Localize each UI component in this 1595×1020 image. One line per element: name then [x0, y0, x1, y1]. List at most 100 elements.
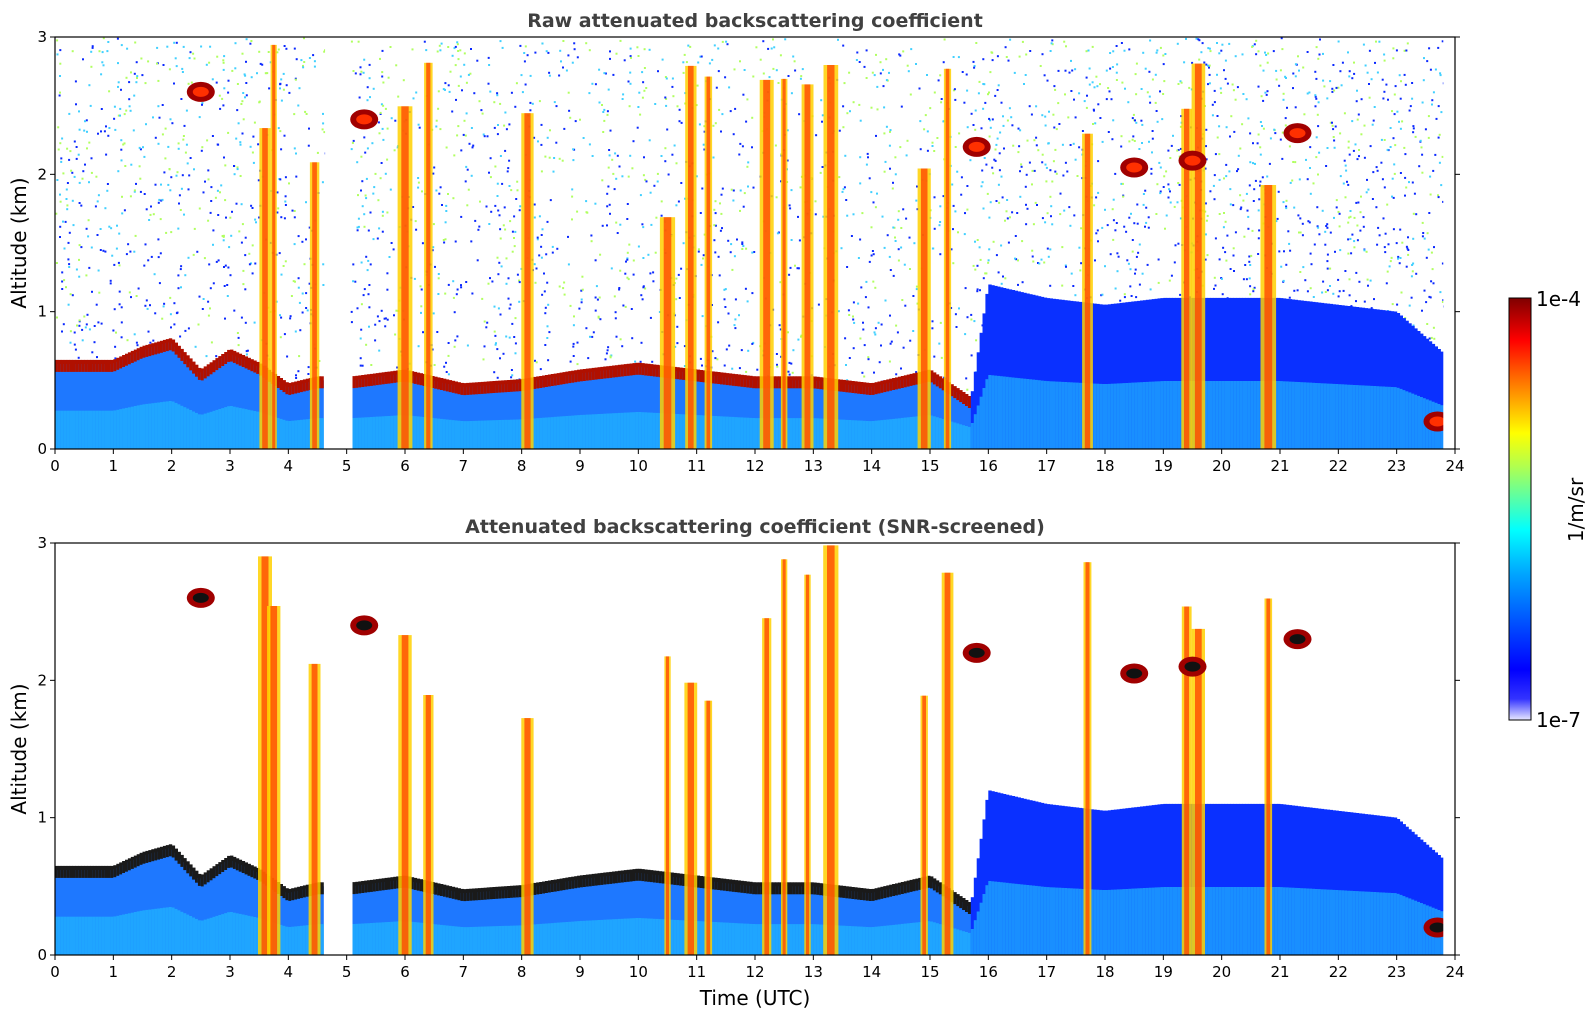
- noise-pixel: [588, 143, 591, 146]
- bl-column: [501, 384, 505, 449]
- noise-pixel: [1035, 144, 1038, 147]
- noise-pixel: [873, 74, 876, 77]
- bl-surface: [1303, 382, 1307, 449]
- bl-surface: [591, 414, 596, 449]
- noise-pixel: [358, 96, 361, 99]
- bl-top-echo: [448, 380, 453, 393]
- noise-pixel: [1375, 40, 1377, 43]
- noise-pixel: [494, 204, 497, 207]
- noise-pixel: [541, 293, 544, 296]
- noise-pixel: [1298, 178, 1301, 181]
- noise-pixel: [623, 59, 626, 62]
- noise-pixel: [974, 128, 977, 131]
- noise-pixel: [149, 304, 151, 307]
- bl-column: [845, 384, 849, 449]
- noise-pixel: [239, 143, 242, 146]
- bl-column: [95, 363, 100, 449]
- bl-surface: [139, 910, 143, 955]
- noise-pixel: [842, 126, 845, 129]
- noise-pixel: [556, 247, 559, 250]
- noise-pixel: [822, 215, 825, 218]
- noise-pixel: [445, 146, 448, 149]
- bl-surface: [370, 923, 374, 955]
- bl-column: [574, 374, 578, 449]
- noise-pixel: [576, 363, 579, 366]
- noise-pixel: [1331, 121, 1333, 124]
- noise-pixel: [544, 155, 547, 158]
- noise-pixel: [350, 40, 353, 43]
- noise-pixel: [974, 268, 977, 271]
- noise-pixel: [297, 104, 300, 107]
- bl-column: [107, 363, 111, 449]
- noise-pixel: [437, 277, 440, 280]
- noise-pixel: [656, 180, 659, 183]
- bl-top-echo: [454, 381, 458, 394]
- bl-column: [816, 380, 820, 449]
- bl-column: [702, 374, 706, 449]
- noise-pixel: [590, 234, 593, 237]
- bl-column: [1140, 300, 1144, 449]
- noise-pixel: [1359, 211, 1362, 214]
- bl-column: [1344, 305, 1348, 449]
- noise-pixel: [59, 142, 62, 145]
- noise-pixel: [1421, 221, 1424, 224]
- noise-pixel: [280, 99, 283, 102]
- noise-pixel: [790, 189, 793, 192]
- noise-pixel: [483, 345, 486, 348]
- noise-pixel: [1391, 177, 1394, 180]
- noise-pixel: [736, 238, 738, 241]
- noise-pixel: [1247, 215, 1250, 218]
- noise-pixel: [280, 148, 283, 151]
- noise-pixel: [1064, 264, 1067, 267]
- bl-top-echo: [247, 863, 251, 876]
- noise-pixel: [380, 103, 383, 106]
- x-tick-label: 1: [109, 457, 119, 475]
- noise-pixel: [535, 361, 538, 364]
- bl-top-echo: [431, 376, 435, 388]
- noise-pixel: [975, 42, 978, 44]
- noise-pixel: [883, 132, 886, 135]
- noise-pixel: [714, 251, 717, 254]
- noise-pixel: [534, 51, 537, 54]
- noise-pixel: [1265, 54, 1268, 56]
- noise-pixel: [505, 282, 508, 285]
- noise-pixel: [745, 370, 748, 373]
- noise-pixel: [1318, 53, 1321, 56]
- noise-pixel: [857, 302, 860, 305]
- noise-pixel: [456, 335, 459, 338]
- bl-surface: [959, 424, 963, 449]
- bl-top-echo: [352, 882, 356, 895]
- bl-surface: [416, 416, 421, 449]
- noise-pixel: [774, 144, 777, 147]
- bl-surface: [536, 924, 540, 955]
- bl-top-echo: [518, 379, 523, 392]
- noise-pixel: [488, 223, 491, 225]
- noise-pixel: [1306, 178, 1309, 181]
- noise-pixel: [1207, 47, 1210, 50]
- noise-pixel: [496, 195, 499, 197]
- noise-pixel: [919, 120, 922, 123]
- bl-surface: [92, 916, 97, 955]
- noise-pixel: [386, 158, 389, 161]
- noise-pixel: [183, 213, 185, 216]
- noise-pixel: [438, 44, 441, 47]
- noise-pixel: [100, 73, 103, 76]
- noise-pixel: [1070, 272, 1073, 275]
- noise-pixel: [1347, 252, 1350, 255]
- noise-pixel: [1418, 165, 1421, 168]
- noise-pixel: [745, 247, 748, 250]
- noise-pixel: [69, 330, 72, 333]
- noise-pixel: [516, 180, 519, 183]
- bl-column: [282, 890, 286, 955]
- noise-pixel: [591, 335, 594, 338]
- bl-surface: [200, 920, 205, 955]
- noise-pixel: [123, 142, 126, 145]
- noise-pixel: [1281, 131, 1284, 134]
- noise-pixel: [858, 103, 861, 106]
- noise-pixel: [288, 182, 290, 185]
- noise-pixel: [622, 304, 625, 307]
- noise-pixel: [602, 131, 605, 133]
- noise-pixel: [75, 157, 78, 160]
- noise-pixel: [910, 48, 913, 51]
- noise-pixel: [374, 172, 377, 175]
